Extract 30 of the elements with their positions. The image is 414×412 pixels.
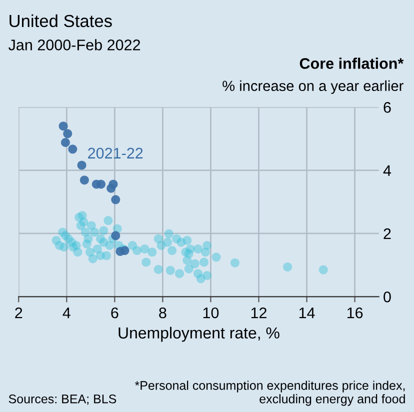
- y-tick-label: 2: [384, 228, 391, 239]
- point: [80, 176, 89, 185]
- x-tick-label: 4: [62, 308, 70, 318]
- point: [60, 138, 70, 147]
- point: [111, 231, 120, 240]
- point: [111, 195, 120, 204]
- x-tick-label: 2: [15, 307, 22, 318]
- y-tick-label: 6: [384, 102, 391, 113]
- x-tick-label: 6: [111, 307, 118, 318]
- x-axis-title: Unemployment rate, %: [118, 326, 280, 342]
- point: [63, 129, 72, 138]
- point: [68, 144, 78, 154]
- x-tick-label: 14: [299, 308, 315, 318]
- x-tick-label: 16: [347, 307, 363, 318]
- text: % increase on a year earlier: [222, 80, 404, 94]
- point: [58, 122, 68, 131]
- x-tick-label: 10: [203, 307, 219, 318]
- y-tick-label: 0: [384, 292, 391, 302]
- y-tick-label: 4: [383, 165, 392, 176]
- source-note: Sources: BEA; BLS: [8, 394, 116, 405]
- x-tick-label: 12: [251, 307, 266, 318]
- text: *Personal consumption expenditures price index, excluding energy and food: [134, 380, 405, 406]
- point: [77, 160, 86, 170]
- y-axis-title: Core inflation*: [300, 58, 404, 69]
- point: [108, 180, 118, 189]
- chart-subtitle: Jan 2000-Feb 2022: [8, 39, 140, 50]
- x-tick-label: 8: [159, 307, 166, 318]
- chart-title: United States: [10, 14, 112, 28]
- series-label: 2021-22: [88, 148, 143, 159]
- point: [96, 180, 106, 189]
